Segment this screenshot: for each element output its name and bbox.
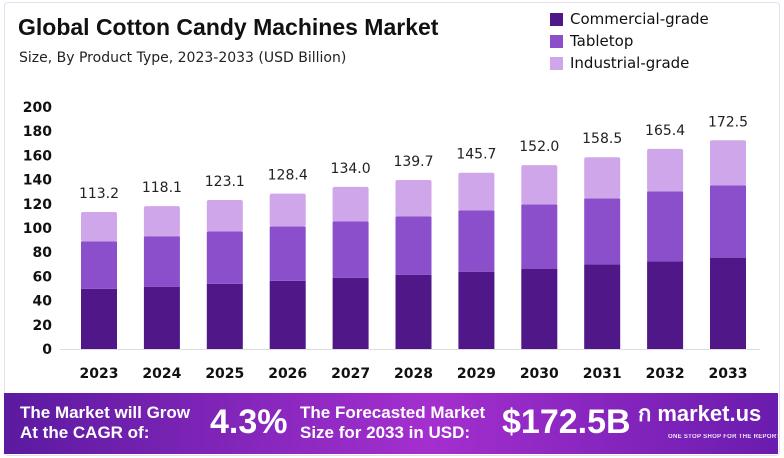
cagr-label-line: At the CAGR of:: [20, 423, 150, 442]
bar-segment-commercial-grade: [458, 271, 495, 349]
bar-segment-industrial-grade: [332, 186, 369, 222]
legend-swatch: [550, 56, 563, 70]
forecast-value: $172.5B: [502, 403, 631, 441]
y-tick-label: 40: [33, 294, 53, 310]
legend-item-tabletop: Tabletop: [550, 30, 709, 52]
bar-segment-industrial-grade: [143, 206, 180, 237]
total-data-label: 118.1: [142, 180, 182, 196]
bar-segment-commercial-grade: [395, 274, 432, 349]
chart-title: Global Cotton Candy Machines Market: [18, 14, 439, 40]
total-data-label: 123.1: [205, 174, 245, 190]
x-tick-label: 2028: [394, 366, 433, 382]
y-tick-label: 20: [33, 318, 53, 334]
cagr-label: The Market will Grow At the CAGR of:: [20, 403, 190, 443]
bar-segment-tabletop: [395, 216, 432, 275]
logo-text: market.us: [657, 401, 762, 426]
y-tick-label: 100: [23, 221, 52, 237]
legend-swatch: [550, 34, 563, 48]
bar-segment-commercial-grade: [584, 264, 621, 349]
bar-segment-commercial-grade: [521, 268, 558, 349]
total-data-label: 128.4: [268, 168, 308, 184]
bar-segment-commercial-grade: [710, 257, 746, 349]
logo-tagline: ONE STOP SHOP FOR THE REPORTS: [668, 434, 784, 440]
legend-label: Commercial-grade: [570, 10, 709, 28]
x-tick-label: 2026: [268, 366, 307, 382]
y-tick-label: 160: [23, 148, 52, 164]
total-data-label: 152.0: [519, 139, 559, 155]
x-tick-label: 2032: [646, 366, 685, 382]
bar-segment-industrial-grade: [81, 212, 117, 242]
bar-segment-commercial-grade: [81, 288, 117, 349]
legend: Commercial-grade Tabletop Industrial-gra…: [550, 8, 709, 74]
cagr-label-line: The Market will Grow: [20, 403, 191, 422]
bar-segment-tabletop: [710, 185, 746, 258]
legend-item-industrial: Industrial-grade: [550, 52, 709, 74]
summary-banner: The Market will Grow At the CAGR of: 4.3%…: [4, 393, 784, 454]
y-tick-label: 140: [23, 173, 52, 189]
bar-segment-tabletop: [269, 226, 306, 281]
chart-frame: [4, 2, 780, 456]
brand-logo: ก market.us: [638, 401, 761, 427]
x-tick-label: 2024: [142, 366, 181, 382]
y-tick-label: 200: [23, 100, 52, 116]
legend-swatch: [550, 12, 563, 26]
bar-segment-tabletop: [206, 231, 243, 284]
x-tick-label: 2029: [457, 366, 496, 382]
legend-item-commercial: Commercial-grade: [550, 8, 709, 30]
bar-segment-tabletop: [458, 210, 495, 272]
y-tick-label: 180: [23, 124, 52, 140]
bar-segment-industrial-grade: [395, 179, 432, 217]
bar-segment-commercial-grade: [143, 286, 180, 349]
logo-icon: ก: [638, 401, 652, 426]
bar-segment-industrial-grade: [584, 157, 621, 199]
x-tick-label: 2025: [205, 366, 244, 382]
x-tick-label: 2023: [80, 366, 119, 382]
chart-subtitle: Size, By Product Type, 2023-2033 (USD Bi…: [19, 50, 347, 66]
total-data-label: 145.7: [456, 147, 496, 163]
bar-segment-commercial-grade: [269, 280, 306, 349]
total-data-label: 165.4: [645, 123, 685, 139]
cagr-value: 4.3%: [210, 403, 288, 441]
total-data-label: 158.5: [582, 131, 622, 147]
total-data-label: 134.0: [331, 161, 371, 177]
total-data-label: 172.5: [708, 114, 748, 130]
y-tick-label: 80: [33, 245, 53, 261]
bar-segment-tabletop: [521, 204, 558, 269]
bar-segment-tabletop: [332, 221, 369, 278]
bar-segment-commercial-grade: [647, 261, 684, 349]
bar-segment-commercial-grade: [332, 277, 369, 349]
x-tick-label: 2030: [520, 366, 559, 382]
bar-segment-industrial-grade: [647, 148, 684, 192]
total-data-label: 113.2: [79, 186, 119, 202]
total-data-label: 139.7: [393, 154, 433, 170]
x-tick-label: 2027: [331, 366, 370, 382]
bar-segment-industrial-grade: [458, 172, 495, 211]
y-tick-label: 120: [23, 197, 52, 213]
x-tick-label: 2033: [709, 366, 748, 382]
bar-segment-industrial-grade: [710, 140, 746, 186]
bar-segment-tabletop: [584, 198, 621, 265]
bar-segment-industrial-grade: [206, 200, 243, 232]
bar-segment-industrial-grade: [521, 165, 558, 205]
bar-segment-tabletop: [143, 236, 180, 287]
forecast-label-line: Size for 2033 in USD:: [300, 423, 471, 442]
y-tick-label: 60: [33, 269, 53, 285]
legend-label: Industrial-grade: [570, 54, 690, 72]
y-tick-label: 0: [42, 342, 52, 358]
bar-segment-commercial-grade: [206, 283, 243, 349]
forecast-label-line: The Forecasted Market: [300, 403, 486, 422]
forecast-label: The Forecasted Market Size for 2033 in US…: [300, 403, 485, 443]
bar-segment-industrial-grade: [269, 193, 306, 227]
x-tick-label: 2031: [583, 366, 622, 382]
bar-segment-tabletop: [647, 191, 684, 262]
bar-segment-tabletop: [81, 241, 117, 289]
legend-label: Tabletop: [570, 32, 634, 50]
